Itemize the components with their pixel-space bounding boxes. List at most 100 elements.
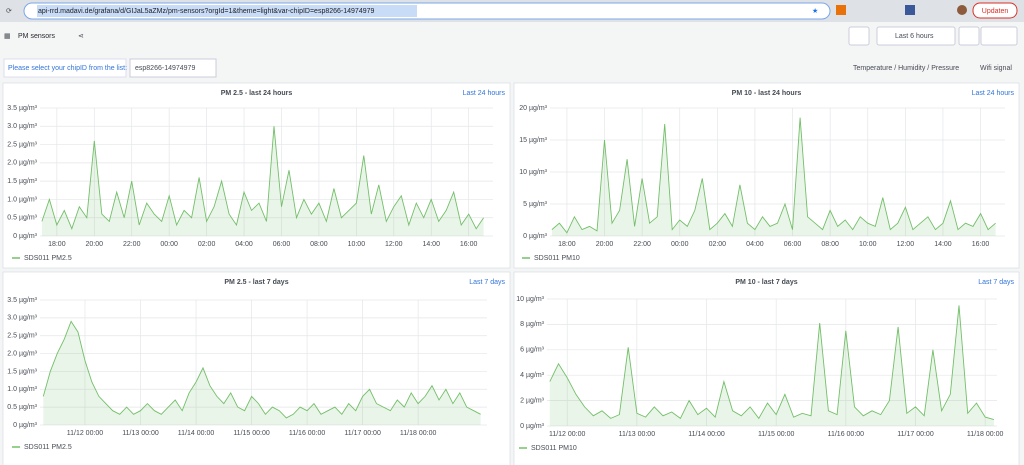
x-tick-label: 14:00 xyxy=(934,241,952,248)
y-tick-label: 4 µg/m³ xyxy=(520,372,545,379)
share-icon[interactable]: ⋖ xyxy=(78,33,84,40)
panels: PM 2.5 - last 24 hours Last 24 hours 0 µg/… xyxy=(2,82,1020,465)
y-tick-label: 0.5 µg/m³ xyxy=(7,215,37,222)
variable-value[interactable]: esp8266-14974979 xyxy=(135,65,195,72)
dashboard-link[interactable]: Temperature / Humidity / Pressure xyxy=(853,65,959,72)
time-range-label: Last 7 days xyxy=(469,279,505,286)
y-tick-label: 1.0 µg/m³ xyxy=(7,196,37,203)
bookmark-star[interactable]: ★ xyxy=(812,7,818,15)
series-line xyxy=(42,320,481,419)
y-tick-label: 8 µg/m³ xyxy=(520,321,545,328)
y-tick-label: 0 µg/m³ xyxy=(13,422,38,429)
time-picker[interactable] xyxy=(876,26,956,46)
y-tick-label: 0 µg/m³ xyxy=(523,233,548,240)
x-tick-label: 06:00 xyxy=(273,241,291,248)
x-tick-label: 08:00 xyxy=(310,241,328,248)
variable-dropdown[interactable] xyxy=(129,58,217,78)
y-tick-label: 10 µg/m³ xyxy=(519,169,547,176)
series-area xyxy=(43,321,481,425)
y-tick-label: 2.0 µg/m³ xyxy=(7,160,37,167)
panel-title: PM 2.5 - last 7 days xyxy=(224,279,288,286)
time-range-label: Last 24 hours xyxy=(972,90,1015,97)
extension-icon[interactable] xyxy=(836,5,846,15)
legend-label: SDS011 PM10 xyxy=(534,255,580,262)
x-tick-label: 11/16 00:00 xyxy=(828,431,865,438)
time-range-label: Last 24 hours xyxy=(463,90,506,97)
x-tick-label: 11/12 00:00 xyxy=(549,431,586,438)
reload-icon[interactable]: ⟳ xyxy=(6,8,12,15)
y-tick-label: 2 µg/m³ xyxy=(520,397,545,404)
x-tick-label: 22:00 xyxy=(633,241,651,248)
y-tick-label: 15 µg/m³ xyxy=(519,137,547,144)
series-area xyxy=(549,305,994,426)
series-line xyxy=(41,126,484,230)
y-tick-label: 3.0 µg/m³ xyxy=(7,123,37,130)
zoom-button[interactable] xyxy=(958,26,980,46)
refresh-button[interactable] xyxy=(980,26,1018,46)
x-tick-label: 06:00 xyxy=(784,241,802,248)
x-tick-label: 11/13 00:00 xyxy=(122,430,159,437)
series-line xyxy=(551,117,996,234)
x-tick-label: 11/18 00:00 xyxy=(967,431,1004,438)
legend-label: SDS011 PM10 xyxy=(531,445,577,452)
x-tick-label: 04:00 xyxy=(746,241,764,248)
x-tick-label: 00:00 xyxy=(671,241,689,248)
y-tick-label: 2.0 µg/m³ xyxy=(7,350,37,357)
x-tick-label: 11/15 00:00 xyxy=(233,430,270,437)
variable-label: Please select your chipID from the list: xyxy=(8,65,127,72)
y-tick-label: 2.5 µg/m³ xyxy=(7,141,37,148)
x-tick-label: 11/17 00:00 xyxy=(897,431,934,438)
y-tick-label: 0.5 µg/m³ xyxy=(7,404,37,411)
y-tick-label: 3.0 µg/m³ xyxy=(7,315,37,322)
x-tick-label: 04:00 xyxy=(235,241,253,248)
legend-label: SDS011 PM2.5 xyxy=(24,255,72,262)
x-tick-label: 18:00 xyxy=(48,241,66,248)
x-tick-label: 11/16 00:00 xyxy=(289,430,326,437)
time-range-label: Last 7 days xyxy=(978,279,1014,286)
x-tick-label: 12:00 xyxy=(385,241,403,248)
x-tick-label: 11/14 00:00 xyxy=(688,431,725,438)
x-tick-label: 11/14 00:00 xyxy=(178,430,215,437)
panel-title: PM 2.5 - last 24 hours xyxy=(221,90,293,97)
dashboard-icon: ▦ xyxy=(4,33,11,40)
avatar[interactable] xyxy=(957,5,967,15)
y-tick-label: 20 µg/m³ xyxy=(519,105,547,112)
y-tick-label: 0 µg/m³ xyxy=(520,423,545,430)
tv-button[interactable] xyxy=(848,26,870,46)
dashboard-title[interactable]: PM sensors xyxy=(18,33,55,40)
legend-label: SDS011 PM2.5 xyxy=(24,444,72,451)
update-label[interactable]: Updaten xyxy=(982,8,1009,15)
url: api-rrd.madavi.de/grafana/d/GIJaL5aZMz/p… xyxy=(38,8,374,15)
x-tick-label: 08:00 xyxy=(821,241,839,248)
x-tick-label: 10:00 xyxy=(348,241,366,248)
time-picker-label[interactable]: Last 6 hours xyxy=(895,33,934,40)
url-selection xyxy=(37,5,417,17)
y-tick-label: 3.5 µg/m³ xyxy=(7,105,37,112)
x-tick-label: 16:00 xyxy=(460,241,478,248)
x-tick-label: 20:00 xyxy=(86,241,104,248)
update-button[interactable] xyxy=(972,2,1018,19)
y-tick-label: 0 µg/m³ xyxy=(13,233,38,240)
x-tick-label: 02:00 xyxy=(709,241,727,248)
x-tick-label: 20:00 xyxy=(596,241,614,248)
panel xyxy=(513,271,1020,465)
y-tick-label: 5 µg/m³ xyxy=(523,201,548,208)
y-tick-label: 3.5 µg/m³ xyxy=(7,297,37,304)
panel-title: PM 10 - last 24 hours xyxy=(732,90,802,97)
x-tick-label: 00:00 xyxy=(160,241,178,248)
x-tick-label: 18:00 xyxy=(558,241,576,248)
series-line xyxy=(549,305,995,421)
extension-icon[interactable] xyxy=(905,5,915,15)
variable-label-box xyxy=(3,58,127,78)
x-tick-label: 16:00 xyxy=(972,241,990,248)
x-tick-label: 11/17 00:00 xyxy=(344,430,381,437)
dashboard-link[interactable]: Wifi signal xyxy=(980,65,1012,72)
y-tick-label: 10 µg/m³ xyxy=(516,296,544,303)
panel xyxy=(2,82,511,269)
x-tick-label: 11/12 00:00 xyxy=(67,430,104,437)
x-tick-label: 11/15 00:00 xyxy=(758,431,795,438)
x-tick-label: 22:00 xyxy=(123,241,141,248)
x-tick-label: 11/18 00:00 xyxy=(400,430,437,437)
